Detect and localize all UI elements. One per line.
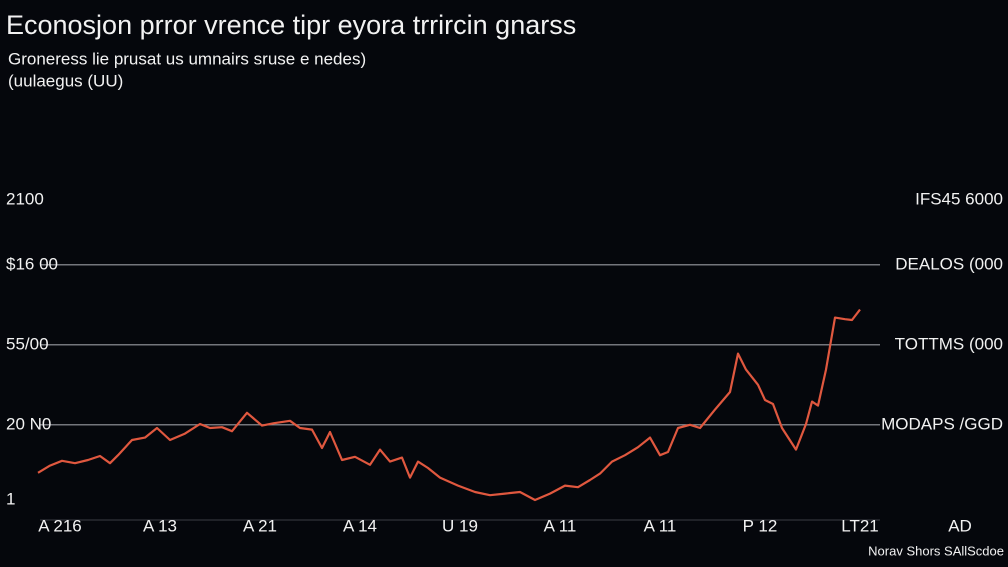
x-tick-label: A 11 <box>644 516 677 535</box>
source-note: Norav Shors SAllScdoe <box>868 543 1004 558</box>
x-tick-label: A 11 <box>544 516 577 535</box>
y-tick-label: 55/00 <box>6 334 49 353</box>
x-tick-label: P 12 <box>743 516 778 535</box>
x-tick-label: LT21 <box>841 516 879 535</box>
y-tick-label: 1 <box>6 489 15 508</box>
x-tick-label: A 14 <box>343 516 377 535</box>
y2-tick-label: TOTTMS (000 <box>895 334 1003 353</box>
x-tick-label: A 13 <box>143 516 177 535</box>
y-axis-label: (uulaegus (UU) <box>8 71 123 90</box>
y-tick-label: $16 00 <box>6 254 58 273</box>
y2-tick-label: DEALOS (000 <box>895 254 1003 273</box>
x-tick-label: AD <box>948 516 972 535</box>
x-tick-label: A 21 <box>243 516 277 535</box>
x-tick-label: A 216 <box>38 516 82 535</box>
chart-title: Econosjon prror vrence tipr eyora trrirc… <box>6 10 576 40</box>
y-tick-label: 2100 <box>6 189 44 208</box>
data-line <box>37 308 861 502</box>
y-tick-label: 20 N0 <box>6 414 51 433</box>
y2-tick-label: MODAPS /GGD <box>881 414 1003 433</box>
x-tick-label: U 19 <box>442 516 478 535</box>
chart-subtitle: Groneress lie prusat us umnairs sruse e … <box>8 49 366 68</box>
y2-tick-label: IFS45 6000 <box>915 189 1003 208</box>
